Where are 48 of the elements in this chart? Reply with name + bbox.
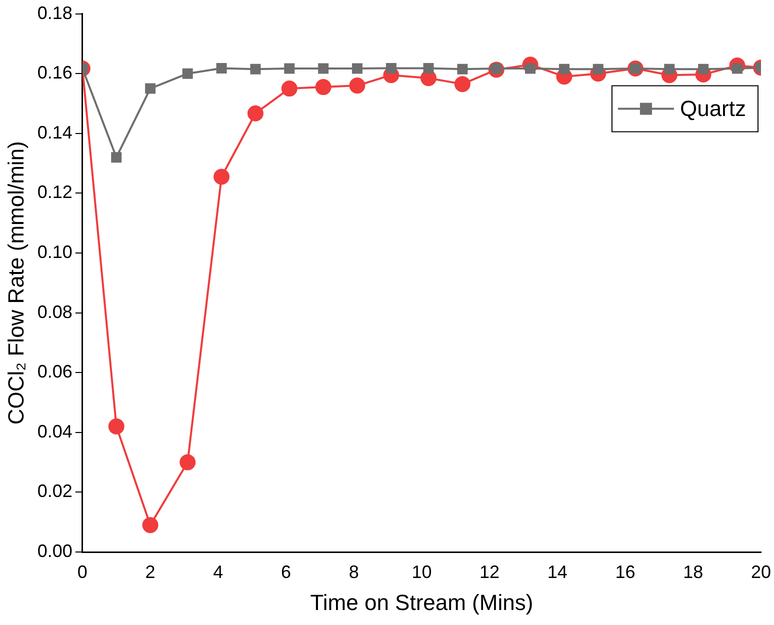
point [423,62,434,74]
point [457,64,468,74]
point [698,64,709,74]
y-tick-label: 0.12 [37,182,72,202]
y-tick-label: 0.10 [37,242,72,262]
point [142,517,158,534]
x-tick-label: 8 [348,562,359,582]
point [214,168,230,185]
point [250,64,261,74]
x-tick-label: 6 [280,562,292,582]
point [216,62,227,74]
y-tick-label: 0.06 [37,362,72,382]
y-tick-label: 0.18 [37,2,72,23]
x-tick-label: 18 [683,562,704,582]
y-tick-label: 0.16 [37,62,72,83]
point [247,105,264,122]
point [454,76,470,92]
point [315,79,332,96]
point [108,418,124,434]
point [180,454,196,470]
y-tick-label: 0.08 [37,302,72,322]
x-tick-label: 12 [480,562,500,582]
point [111,152,122,163]
point [145,83,156,94]
point [281,80,298,97]
point [182,68,193,79]
x-tick-label: 0 [77,562,88,582]
point [592,64,604,74]
point [349,78,366,94]
x-tick-label: 10 [412,562,432,582]
point [352,63,362,74]
point [664,64,675,74]
x-tick-label: 16 [615,562,636,582]
x-axis-title: Time on Stream (Mins) [310,590,534,615]
y-tick-label: 0.04 [37,421,72,442]
point [284,63,295,74]
point [386,62,396,74]
x-tick-label: 14 [547,562,568,582]
point [318,63,329,74]
x-tick-label: 20 [750,562,772,582]
y-tick-label: 0.14 [37,122,72,142]
point [558,64,570,74]
y-tick-label: 0.00 [37,540,72,561]
y-tick-label: 0.02 [37,481,72,502]
y-axis-title: COCl₂ Flow Rate (mmol/min) [3,141,28,425]
x-tick-label: 4 [213,562,224,582]
x-tick-label: 2 [145,562,156,582]
legend-label: Quartz [680,96,746,121]
